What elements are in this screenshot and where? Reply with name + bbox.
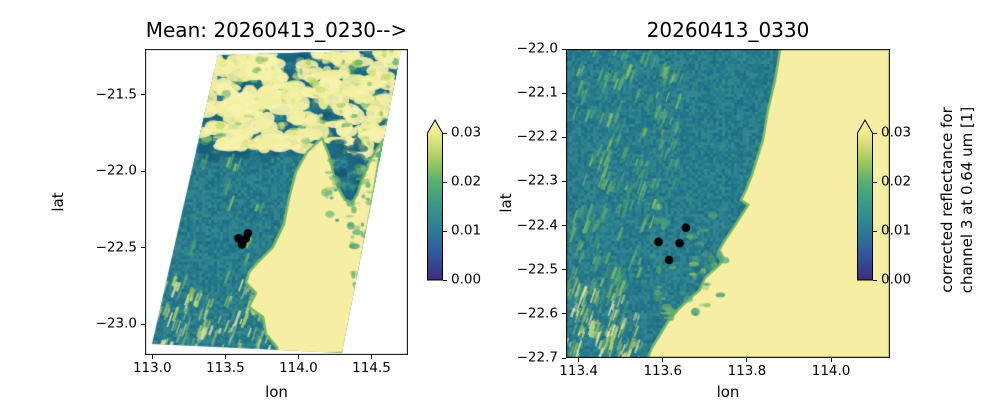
colorbar-tick-label: 0.01 <box>451 222 482 239</box>
x-tick-label: 113.4 <box>559 363 598 379</box>
y-tick-label: −21.5 <box>95 86 137 103</box>
x-tick-mark <box>746 358 748 362</box>
colorbar-gradient <box>427 118 443 281</box>
y-tick-mark <box>562 357 566 359</box>
colorbar-label-line-2: channel 3 at 0.64 um [1] <box>958 106 976 294</box>
left-ylabel-lat: lat <box>49 192 67 212</box>
y-tick-label: −22.0 <box>95 162 137 179</box>
y-tick-mark <box>562 269 566 271</box>
colorbar-tick-mark <box>873 181 877 183</box>
y-tick-mark <box>141 247 145 249</box>
colorbar-tick-label: 0.02 <box>451 173 482 190</box>
colorbar-tick-mark <box>443 279 447 281</box>
colorbar-tick-mark <box>443 132 447 134</box>
colorbar-tick-label: 0.03 <box>881 124 912 141</box>
x-tick-label: 114.0 <box>279 360 318 376</box>
colorbar-tick-label: 0.00 <box>451 271 482 288</box>
y-tick-label: −22.5 <box>516 260 558 277</box>
x-tick-mark <box>662 358 664 362</box>
y-tick-label: −22.4 <box>516 216 558 233</box>
x-tick-mark <box>224 355 226 359</box>
x-tick-mark <box>830 358 832 362</box>
x-tick-mark <box>578 358 580 362</box>
y-tick-mark <box>562 313 566 315</box>
y-tick-mark <box>141 323 145 325</box>
x-tick-mark <box>297 355 299 359</box>
y-tick-label: −22.0 <box>516 40 558 57</box>
y-tick-label: −22.5 <box>95 239 137 256</box>
right-xlabel-lon: lon <box>716 383 740 400</box>
right-heatmap-canvas <box>566 49 890 358</box>
y-tick-mark <box>562 92 566 94</box>
y-tick-mark <box>141 94 145 96</box>
y-tick-label: −23.0 <box>95 315 137 332</box>
y-tick-label: −22.2 <box>516 128 558 145</box>
colorbar-tick-mark <box>873 279 877 281</box>
colorbar-tick-mark <box>873 132 877 134</box>
y-tick-mark <box>141 170 145 172</box>
colorbar-tick-mark <box>873 230 877 232</box>
y-tick-mark <box>562 225 566 227</box>
y-tick-label: −22.1 <box>516 84 558 101</box>
x-tick-label: 113.5 <box>206 360 245 376</box>
colorbar-tick-label: 0.00 <box>881 271 912 288</box>
y-tick-mark <box>562 136 566 138</box>
right-plot-title: 20260413_0330 <box>646 18 810 42</box>
colorbar-tick-label: 0.02 <box>881 173 912 190</box>
x-tick-label: 114.0 <box>811 363 851 379</box>
x-tick-label: 114.5 <box>352 360 391 376</box>
colorbar-tick-mark <box>443 230 447 232</box>
right-colorbar <box>857 118 873 281</box>
y-tick-label: −22.3 <box>516 172 558 189</box>
colorbar-label-line-1: corrected reflectance for <box>937 107 956 293</box>
y-tick-label: −22.6 <box>516 305 558 322</box>
left-heatmap-canvas <box>145 49 408 355</box>
right-ylabel-lat: lat <box>497 193 515 213</box>
x-tick-label: 113.6 <box>643 363 683 379</box>
y-tick-label: −22.7 <box>516 349 558 366</box>
colorbar-tick-label: 0.01 <box>881 222 912 239</box>
x-tick-label: 113.0 <box>132 360 172 376</box>
x-tick-label: 113.8 <box>727 363 767 379</box>
colorbar-gradient <box>857 118 873 281</box>
x-tick-mark <box>151 355 153 359</box>
right-colorbar-label: corrected reflectance for channel 3 at 0… <box>937 107 978 294</box>
colorbar-tick-mark <box>443 181 447 183</box>
colorbar-tick-label: 0.03 <box>451 124 482 141</box>
y-tick-mark <box>562 180 566 182</box>
left-plot-title: Mean: 20260413_0230--> <box>145 18 408 42</box>
y-tick-mark <box>562 48 566 50</box>
x-tick-mark <box>370 355 372 359</box>
left-colorbar <box>427 118 443 281</box>
left-xlabel-lon: lon <box>265 383 288 400</box>
